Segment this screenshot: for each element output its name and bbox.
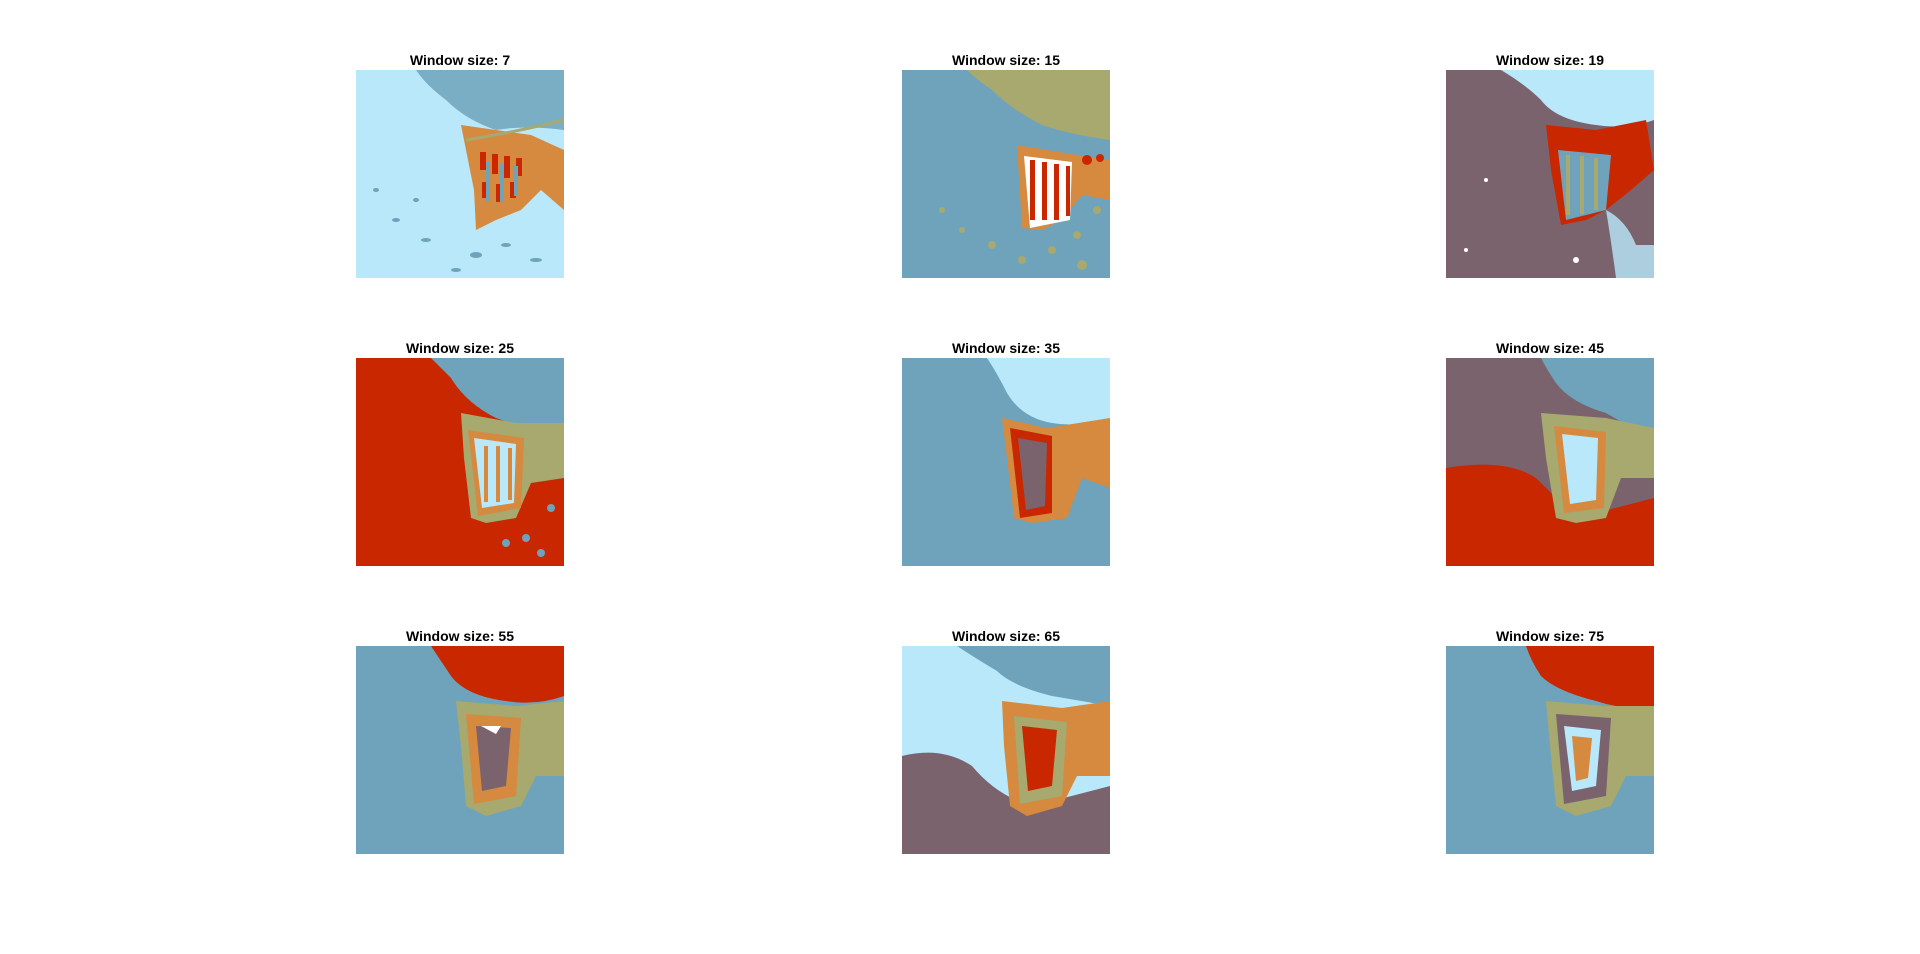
- segmentation-image: [356, 70, 564, 278]
- segmentation-image: [356, 358, 564, 566]
- segmentation-image: [902, 70, 1110, 278]
- panel-title: Window size: 35: [951, 340, 1060, 356]
- panel-title: Window size: 55: [405, 628, 514, 644]
- panel-title: Window size: 15: [951, 52, 1060, 68]
- panel-title: Window size: 19: [1495, 52, 1604, 68]
- segmentation-image: [902, 646, 1110, 854]
- panel-title: Window size: 75: [1495, 628, 1604, 644]
- segmentation-image: [1446, 358, 1654, 566]
- segmentation-image: [902, 358, 1110, 566]
- panel-title: Window size: 7: [409, 52, 511, 68]
- segmentation-image: [1446, 70, 1654, 278]
- panel-title: Window size: 65: [951, 628, 1060, 644]
- segmentation-image: [356, 646, 564, 854]
- segmentation-image: [1446, 646, 1654, 854]
- panel-title: Window size: 25: [405, 340, 514, 356]
- panel-title: Window size: 45: [1495, 340, 1604, 356]
